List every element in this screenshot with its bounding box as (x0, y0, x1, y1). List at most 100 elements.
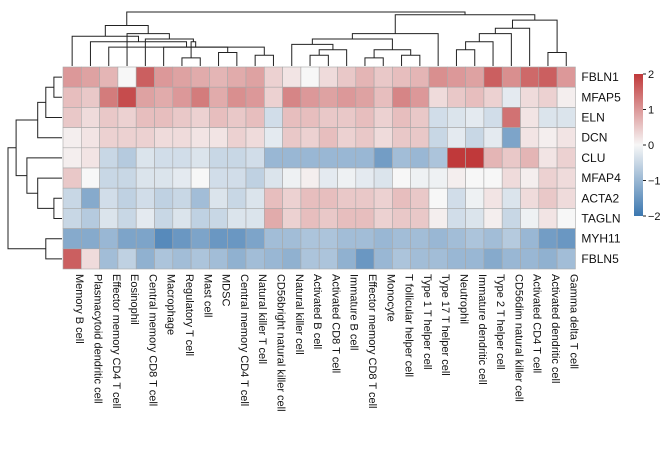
heatmap-cell (282, 86, 302, 108)
heatmap-cell (446, 248, 466, 270)
heatmap-cell (227, 147, 247, 169)
heatmap-cell (190, 107, 210, 128)
heatmap-cell (190, 66, 210, 88)
heatmap-cell (538, 208, 558, 229)
column-label: Macrophage (165, 274, 177, 335)
dendrogram-branch (478, 33, 512, 66)
heatmap-cell (300, 127, 320, 149)
dendrogram-branch (126, 33, 170, 66)
heatmap-cell (337, 66, 357, 88)
heatmap-cell (392, 187, 411, 209)
dendrogram-branch (394, 14, 536, 34)
heatmap-cell (520, 127, 540, 149)
heatmap-cell (282, 228, 302, 250)
heatmap-cell (172, 187, 192, 209)
heatmap-cell (465, 66, 485, 88)
heatmap-cell (190, 187, 210, 209)
heatmap-cell (245, 107, 265, 128)
heatmap-cell (190, 167, 210, 189)
heatmap-cell (446, 187, 466, 209)
heatmap-cell (337, 167, 357, 189)
heatmap-cell (245, 248, 265, 270)
heatmap-cell (428, 187, 448, 209)
heatmap-cell (337, 208, 357, 229)
heatmap-cell (501, 187, 521, 209)
heatmap-cell (465, 208, 485, 229)
heatmap-cell (81, 127, 100, 149)
heatmap-cell (556, 127, 576, 149)
row-label: DCN (581, 131, 607, 145)
heatmap-cell (117, 66, 137, 88)
heatmap-cell (410, 86, 430, 108)
heatmap-cell (209, 147, 228, 169)
heatmap-cell (300, 167, 320, 189)
heatmap-cell (410, 228, 430, 250)
dendrogram-branch (7, 147, 46, 250)
dendrogram-branch (37, 177, 62, 209)
heatmap-cell (392, 107, 411, 128)
heatmap-cell (520, 107, 540, 128)
heatmap-cell (227, 208, 247, 229)
heatmap-cell (392, 228, 411, 250)
heatmap-cell (318, 208, 338, 229)
heatmap-cell (62, 86, 82, 108)
heatmap-cell (428, 248, 448, 270)
heatmap-cell (483, 228, 503, 250)
heatmap-cell (154, 127, 174, 149)
heatmap-cell (81, 66, 100, 88)
column-label: Regulatory T cell (183, 274, 195, 356)
heatmap-cell (172, 86, 192, 108)
heatmap-cell (483, 66, 503, 88)
heatmap-cell (99, 107, 119, 128)
heatmap-cell (410, 248, 430, 270)
dendrogram-branch (53, 197, 62, 219)
heatmap-cell (392, 147, 411, 169)
heatmap-cell (501, 86, 521, 108)
heatmap-cell (263, 187, 283, 209)
heatmap-cell (282, 147, 302, 169)
heatmap-cell (227, 187, 247, 209)
column-label: Activated CD4 T cell (531, 274, 543, 373)
colorbar: 2 1 0 −1 −2 (634, 69, 661, 223)
heatmap-cell (62, 167, 82, 189)
heatmap-cell (117, 208, 137, 229)
heatmap-cell (465, 248, 485, 270)
heatmap-cell (556, 147, 576, 169)
heatmap-cell (318, 147, 338, 169)
row-label: MFAP5 (581, 90, 621, 104)
heatmap-cell (282, 248, 302, 270)
heatmap-cell (501, 248, 521, 270)
heatmap-cell (62, 127, 82, 149)
heatmap-cell (227, 167, 247, 189)
heatmap-cell (300, 228, 320, 250)
heatmap-cell (172, 66, 192, 88)
heatmap-cell (154, 187, 174, 209)
heatmap-cell (556, 167, 576, 189)
heatmap-cell (520, 248, 540, 270)
heatmap-cell (117, 127, 137, 149)
column-label: MDSC (220, 274, 232, 306)
heatmap-cell (263, 167, 283, 189)
heatmap-cell (282, 187, 302, 209)
column-label: Effector memory CD8 T cell (366, 274, 378, 409)
heatmap-cell (117, 107, 137, 128)
column-label: T follicular helper cell (403, 274, 415, 377)
heatmap-cell (135, 147, 155, 169)
heatmap-cell (483, 208, 503, 229)
heatmap-cell (300, 66, 320, 88)
heatmap-cell (117, 86, 137, 108)
heatmap-cell (501, 107, 521, 128)
heatmap-cell (556, 208, 576, 229)
heatmap-cell (263, 86, 283, 108)
heatmap-cell (373, 187, 393, 209)
heatmap-cell (172, 127, 192, 149)
heatmap-cell (428, 66, 448, 88)
heatmap-cell (428, 167, 448, 189)
dendrogram-branch (37, 101, 62, 139)
heatmap-cell (300, 187, 320, 209)
heatmap-cell (209, 167, 228, 189)
dendrogram-branch (218, 52, 238, 66)
heatmap-cell (373, 107, 393, 128)
column-label: Immature dendritic cell (476, 274, 488, 385)
heatmap-cell (428, 208, 448, 229)
